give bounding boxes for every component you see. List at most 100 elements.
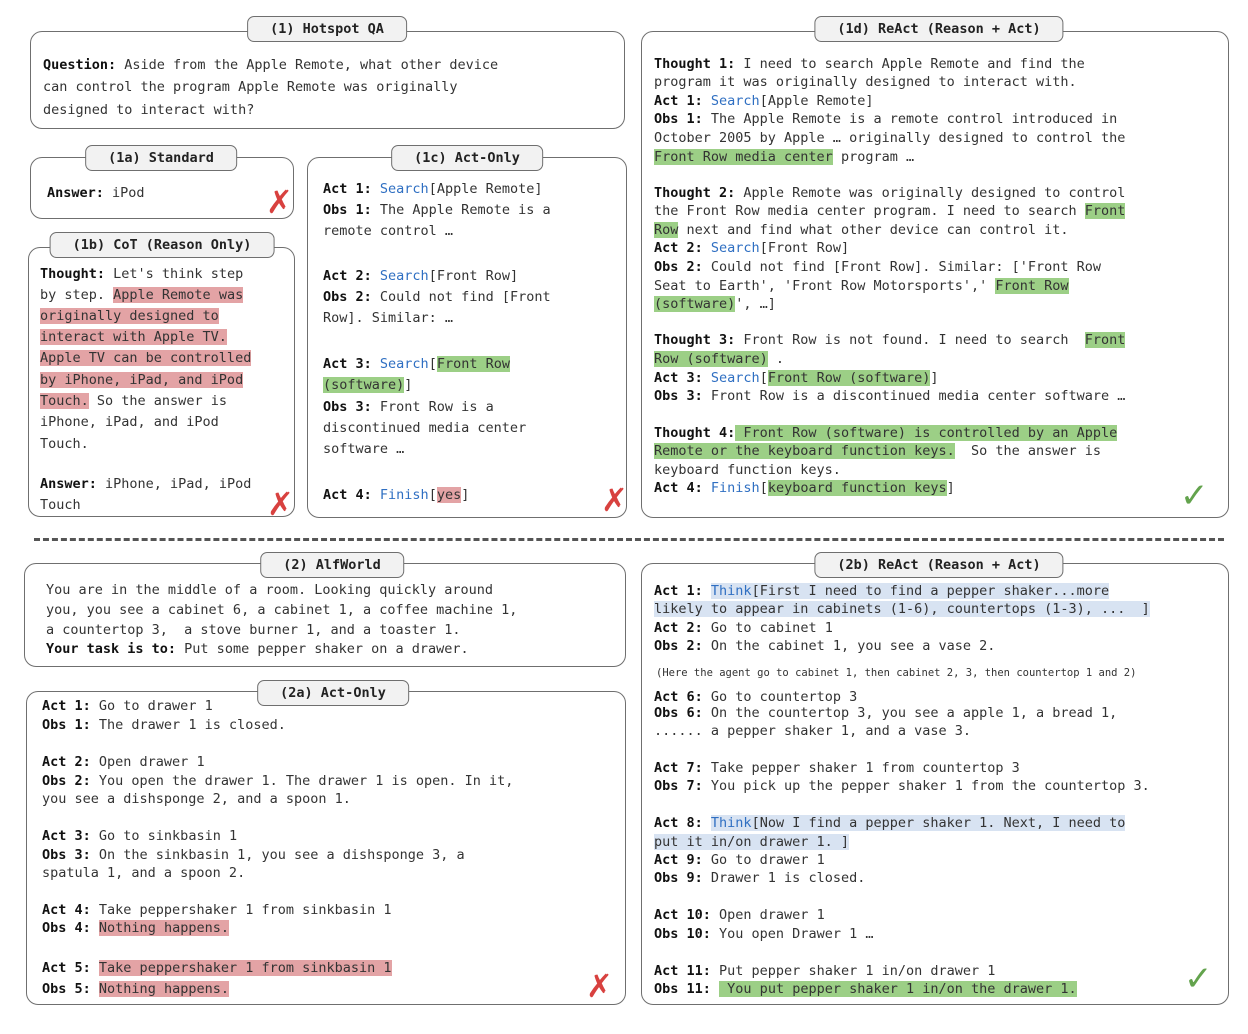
- react-qa-correct-mark: ✓: [1180, 476, 1209, 516]
- standard-title: (1a) Standard: [85, 145, 237, 171]
- react-alf-line: Obs 10: You open Drawer 1 …: [654, 925, 873, 943]
- action-arg: [Front Row]: [759, 240, 850, 256]
- react-qa-line: Thought 1: I need to search Apple Remote…: [654, 55, 1085, 73]
- cot-answer-line-1: Answer: iPhone, iPad, iPod: [40, 475, 251, 493]
- action-arg: ]: [930, 370, 939, 386]
- search-action: Search: [379, 356, 429, 372]
- standard-answer-value: iPod: [103, 185, 145, 201]
- alfworld-act-only-panel: [26, 691, 626, 1005]
- act-text: Go to cabinet 1: [702, 620, 833, 636]
- thought-text: next and find what other device can cont…: [678, 222, 1069, 238]
- finish-action: Finish: [379, 487, 429, 503]
- obs-text: On the countertop 3, you see a apple 1, …: [702, 705, 1118, 721]
- think-highlight: [First I need to find a pepper shaker...…: [751, 583, 1110, 599]
- correct-highlight: Front Row (software): [767, 370, 931, 386]
- act-only-line: Act 4: Take peppershaker 1 from sinkbasi…: [42, 901, 392, 919]
- failure-highlight: Nothing happens.: [98, 981, 229, 997]
- alfworld-line-3: a countertop 3, a stove burner 1, and a …: [46, 622, 461, 638]
- task-text: Put some pepper shaker on a drawer.: [176, 641, 469, 657]
- react-qa-line: Act 2: Search[Front Row]: [654, 239, 849, 257]
- correct-highlight: (software): [654, 296, 736, 312]
- act-text: Open drawer 1: [710, 907, 825, 923]
- act-label: Act 11:: [654, 963, 711, 979]
- obs-label: Obs 3:: [654, 388, 703, 404]
- think-action: Think: [710, 815, 752, 831]
- correct-highlight: Front: [1084, 332, 1126, 348]
- obs-text: Front Row is a discontinued media center…: [702, 388, 1126, 404]
- react-alf-line: Act 10: Open drawer 1: [654, 906, 825, 924]
- react-qa-line: Thought 2: Apple Remote was originally d…: [654, 184, 1125, 202]
- react-qa-line: Obs 2: Could not find [Front Row]. Simil…: [654, 258, 1101, 276]
- act-label: Act 3:: [42, 828, 91, 844]
- alfworld-act-only-title: (2a) Act-Only: [257, 680, 409, 706]
- obs-text: Could not find [Front: [371, 289, 551, 305]
- act-only-qa-line: Row]. Similar: …: [323, 310, 454, 326]
- obs-text: Drawer 1 is closed.: [702, 870, 866, 886]
- question-line-2: can control the program Apple Remote was…: [43, 79, 458, 95]
- act-only-line: Obs 5: Nothing happens.: [42, 980, 229, 998]
- react-alf-line: likely to appear in cabinets (1-6), coun…: [654, 600, 1150, 618]
- act-label: Act 8:: [654, 815, 703, 831]
- think-highlight: [Now I find a pepper shaker 1. Next, I n…: [751, 815, 1126, 831]
- cot-wrong-reasoning: Apple Remote was: [113, 287, 244, 303]
- standard-answer: Answer: iPod: [47, 184, 145, 202]
- search-action: Search: [710, 93, 760, 109]
- act-only-qa-line: software …: [323, 441, 405, 457]
- react-qa-line: Thought 4: Front Row (software) is contr…: [654, 424, 1118, 442]
- react-qa-line: October 2005 by Apple … originally desig…: [654, 130, 1126, 146]
- react-qa-line: Front Row media center program …: [654, 148, 914, 166]
- obs-text: The Apple Remote is a: [371, 202, 551, 218]
- act-only-line: you see a dishsponge 2, and a spoon 1.: [42, 791, 351, 807]
- think-action: Think: [710, 583, 752, 599]
- correct-highlight: keyboard function keys: [767, 480, 947, 496]
- alfworld-react-panel: [641, 563, 1229, 1005]
- act-only-line: Act 3: Go to sinkbasin 1: [42, 827, 237, 845]
- cot-wrong-reasoning: interact with Apple TV.: [40, 329, 227, 345]
- act-text: Put pepper shaker 1 in/on drawer 1: [710, 963, 996, 979]
- act-only-line: Act 2: Open drawer 1: [42, 753, 205, 771]
- question-text-1: Aside from the Apple Remote, what other …: [116, 57, 499, 73]
- act-only-line: Act 5: Take peppershaker 1 from sinkbasi…: [42, 959, 392, 977]
- cot-line-2: by step. Apple Remote was: [40, 286, 244, 304]
- act-only-qa-line: Obs 1: The Apple Remote is a: [323, 201, 551, 219]
- obs-text: On the sinkbasin 1, you see a dishsponge…: [90, 847, 465, 863]
- standard-wrong-mark: ✗: [266, 183, 293, 221]
- act-label: Act 3:: [654, 370, 703, 386]
- cot-answer-value: iPhone, iPad, iPod: [96, 476, 252, 492]
- action-arg: [: [759, 370, 768, 386]
- action-arg-highlight: (software): [323, 377, 405, 393]
- act-only-qa-line: (software)]: [323, 376, 412, 394]
- act-label: Act 9:: [654, 852, 703, 868]
- alfworld-react-correct-mark: ✓: [1184, 959, 1213, 999]
- obs-label: Obs 1:: [323, 202, 372, 218]
- correct-highlight: Front Row: [995, 278, 1069, 294]
- think-highlight: likely to appear in cabinets (1-6), coun…: [654, 601, 1150, 617]
- finish-action: Finish: [710, 480, 760, 496]
- act-only-qa-line: Act 1: Search[Apple Remote]: [323, 180, 543, 198]
- cot-wrong-reasoning: originally designed to: [40, 308, 219, 324]
- think-highlight: put it in/on drawer 1. ]: [654, 834, 850, 850]
- success-highlight: You put pepper shaker 1 in/on the drawer…: [719, 981, 1077, 997]
- action-arg: ]: [946, 480, 955, 496]
- obs-text: ', …]: [735, 296, 776, 312]
- cot-line-5: Apple TV can be controlled: [40, 349, 252, 367]
- correct-highlight: Front Row (software) is controlled by an…: [735, 425, 1118, 441]
- react-qa-title: (1d) ReAct (Reason + Act): [814, 16, 1064, 42]
- act-only-line: spatula 1, and a spoon 2.: [42, 865, 246, 881]
- cot-wrong-reasoning: Apple TV can be controlled: [40, 350, 252, 366]
- wrong-answer-highlight: yes: [436, 487, 462, 503]
- react-alf-line: ...... a pepper shaker 1, and a vase 3.: [654, 723, 971, 739]
- act-only-qa-line: Obs 2: Could not find [Front: [323, 288, 551, 306]
- obs-text: Seat to Earth', 'Front Row Motorsports',…: [654, 278, 996, 294]
- obs-label: Obs 2:: [42, 773, 91, 789]
- act-text: Go to drawer 1: [702, 852, 825, 868]
- react-qa-line: Row (software) .: [654, 350, 784, 368]
- act-label: Act 10:: [654, 907, 711, 923]
- act-label: Act 1:: [654, 93, 703, 109]
- search-action: Search: [379, 181, 429, 197]
- act-label: Act 1:: [42, 698, 91, 714]
- act-label: Act 2:: [654, 240, 703, 256]
- act-label: Act 2:: [654, 620, 703, 636]
- react-qa-line: Seat to Earth', 'Front Row Motorsports',…: [654, 277, 1069, 295]
- react-alf-line: Obs 11: You put pepper shaker 1 in/on th…: [654, 980, 1077, 998]
